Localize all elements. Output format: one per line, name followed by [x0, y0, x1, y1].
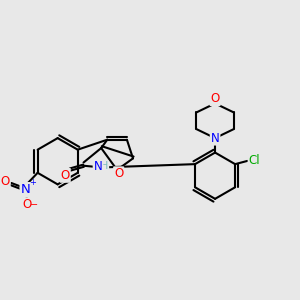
Text: O: O	[114, 167, 123, 180]
Text: O: O	[1, 175, 10, 188]
Text: O: O	[22, 198, 32, 211]
Text: Cl: Cl	[249, 154, 260, 167]
Text: N: N	[211, 132, 220, 145]
Text: −: −	[30, 200, 38, 210]
Text: N: N	[94, 160, 102, 173]
Text: H: H	[100, 161, 108, 171]
Text: O: O	[61, 169, 70, 182]
Text: O: O	[211, 92, 220, 105]
Text: N: N	[20, 183, 30, 196]
Text: +: +	[29, 178, 36, 187]
